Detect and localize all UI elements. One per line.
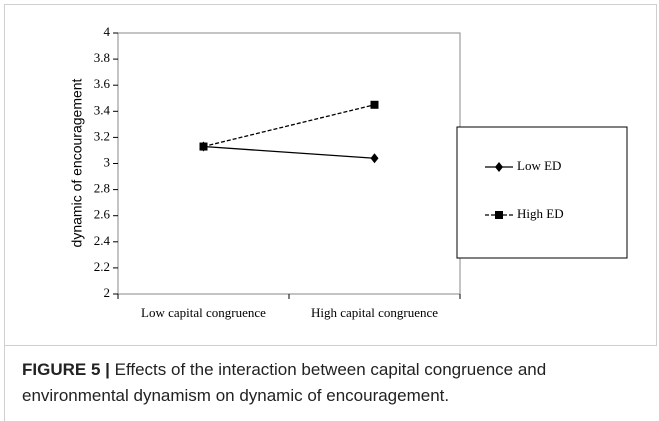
y-tick-label: 2 [104, 285, 111, 300]
y-tick-label: 3.6 [94, 76, 111, 91]
legend-marker [495, 211, 503, 219]
y-axis-label: dynamic of encouragement [69, 78, 85, 247]
series-line [203, 145, 375, 159]
marker [370, 153, 379, 164]
x-tick-label: High capital congruence [311, 305, 438, 320]
series-line [203, 104, 375, 148]
y-tick-label: 4 [104, 24, 111, 39]
plot-frame [117, 32, 461, 295]
marker [370, 100, 379, 109]
legend-label: High ED [517, 206, 564, 221]
caption-text: Effects of the interaction between capit… [22, 360, 547, 405]
y-tick-label: 2.6 [94, 207, 111, 222]
figure-frame [4, 4, 657, 346]
y-tick-label: 2.4 [94, 233, 111, 248]
y-tick-label: 3 [104, 154, 111, 169]
y-tick-label: 2.8 [94, 181, 110, 196]
y-tick-label: 2.2 [94, 259, 110, 274]
y-tick-label: 3.2 [94, 128, 110, 143]
legend-box [456, 126, 628, 259]
legend-marker [495, 162, 503, 172]
x-tick-label: Low capital congruence [141, 305, 266, 320]
marker [199, 142, 208, 151]
caption-label: FIGURE 5 | [22, 360, 110, 379]
legend-label: Low ED [517, 158, 561, 173]
caption: FIGURE 5 | Effects of the interaction be… [22, 357, 634, 409]
y-tick-label: 3.4 [94, 102, 111, 117]
y-tick-label: 3.8 [94, 50, 110, 65]
